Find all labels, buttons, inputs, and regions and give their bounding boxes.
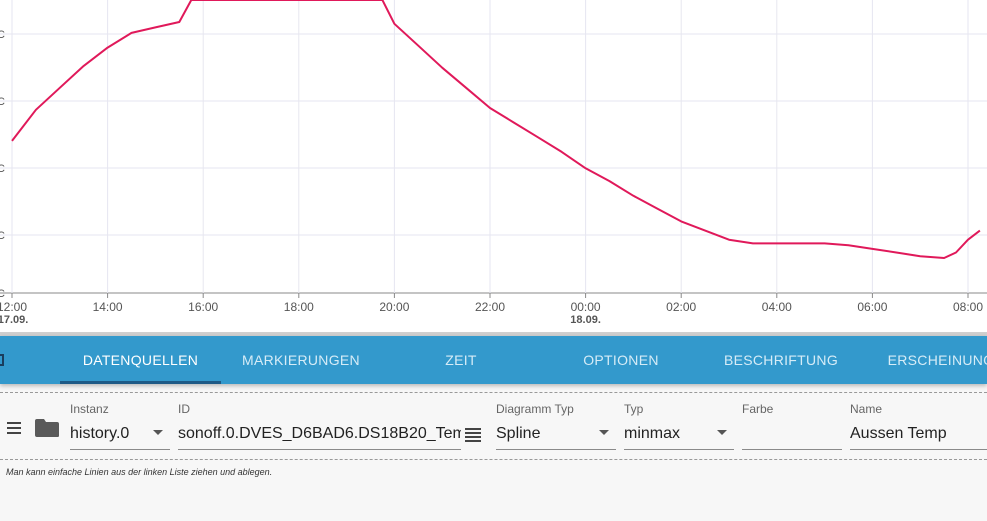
- x-tick-label: 18:00: [284, 300, 314, 314]
- x-tick-label: 04:00: [762, 300, 792, 314]
- tab-zeit[interactable]: ZEIT: [445, 352, 477, 368]
- drag-hint-text: Man kann einfache Linien aus der linken …: [6, 467, 273, 477]
- x-tick-label: 08:00: [953, 300, 983, 314]
- name-input[interactable]: Aussen Temp: [850, 423, 987, 450]
- active-tab-indicator: [60, 381, 221, 384]
- x-tick-label: 20:00: [379, 300, 409, 314]
- id-label: ID: [178, 402, 190, 416]
- x-tick-label: 14:00: [93, 300, 123, 314]
- y-tick-label: C: [0, 288, 5, 300]
- typ-label: Typ: [624, 402, 644, 416]
- y-tick-label: C: [0, 163, 5, 175]
- x-tick-label: 06:00: [857, 300, 887, 314]
- drag-handle-icon[interactable]: [7, 422, 21, 436]
- diagramm-typ-value: Spline: [496, 425, 541, 442]
- diagramm-typ-label: Diagramm Typ: [496, 402, 574, 416]
- temperature-chart: 12:00 14:00 16:00 18:00 20:00 22:00 00:00 02:00…: [0, 0, 987, 326]
- typ-chevron-down-icon[interactable]: [717, 430, 727, 435]
- x-tick-label: 02:00: [666, 300, 696, 314]
- x-tick-label: 22:00: [475, 300, 505, 314]
- select-id-icon[interactable]: [465, 428, 481, 442]
- y-tick-label: C: [0, 29, 5, 41]
- date-label: 18.09.: [570, 314, 601, 326]
- name-value: Aussen Temp: [850, 425, 947, 442]
- typ-value: minmax: [624, 425, 681, 442]
- instanz-chevron-down-icon[interactable]: [153, 430, 163, 435]
- tab-bar: DATENQUELLEN MARKIERUNGEN ZEIT OPTIONEN …: [0, 336, 987, 384]
- name-label: Name: [850, 402, 883, 416]
- tab-datenquellen[interactable]: DATENQUELLEN: [82, 352, 199, 368]
- id-value: sonoff.0.DVES_D6BAD6.DS18B20_Temperature: [178, 425, 461, 442]
- splitter[interactable]: [0, 332, 987, 336]
- instanz-label: Instanz: [70, 402, 109, 416]
- tab-erscheinung[interactable]: ERSCHEINUNG: [887, 352, 987, 368]
- folder-icon[interactable]: [34, 418, 60, 438]
- x-tick-label: 16:00: [188, 300, 218, 314]
- x-tick-label: 00:00: [571, 300, 601, 314]
- y-tick-label: C: [0, 96, 5, 108]
- expand-icon[interactable]: [0, 352, 6, 368]
- chart-area: 12:00 14:00 16:00 18:00 20:00 22:00 00:00 02:00…: [0, 0, 987, 326]
- typ-select[interactable]: minmax: [624, 423, 734, 450]
- farbe-input[interactable]: [742, 423, 842, 450]
- id-input[interactable]: sonoff.0.DVES_D6BAD6.DS18B20_Temperature: [178, 423, 461, 450]
- diagramm-typ-select[interactable]: Spline: [496, 423, 616, 450]
- instanz-value: history.0: [70, 425, 130, 442]
- y-tick-label: C: [0, 230, 5, 242]
- tab-optionen[interactable]: OPTIONEN: [583, 352, 659, 368]
- diagramm-chevron-down-icon[interactable]: [599, 430, 609, 435]
- instanz-select[interactable]: history.0: [70, 423, 170, 450]
- farbe-label: Farbe: [742, 402, 774, 416]
- date-label: 17.09.: [0, 314, 28, 326]
- series-line: [11, 0, 981, 259]
- data-source-row: Instanz history.0 ID sonoff.0.DVES_D6BAD…: [0, 392, 987, 460]
- tab-beschriftung[interactable]: BESCHRIFTUNG: [723, 352, 839, 368]
- tab-markierungen[interactable]: MARKIERUNGEN: [242, 352, 360, 368]
- x-tick-label: 12:00: [0, 300, 27, 314]
